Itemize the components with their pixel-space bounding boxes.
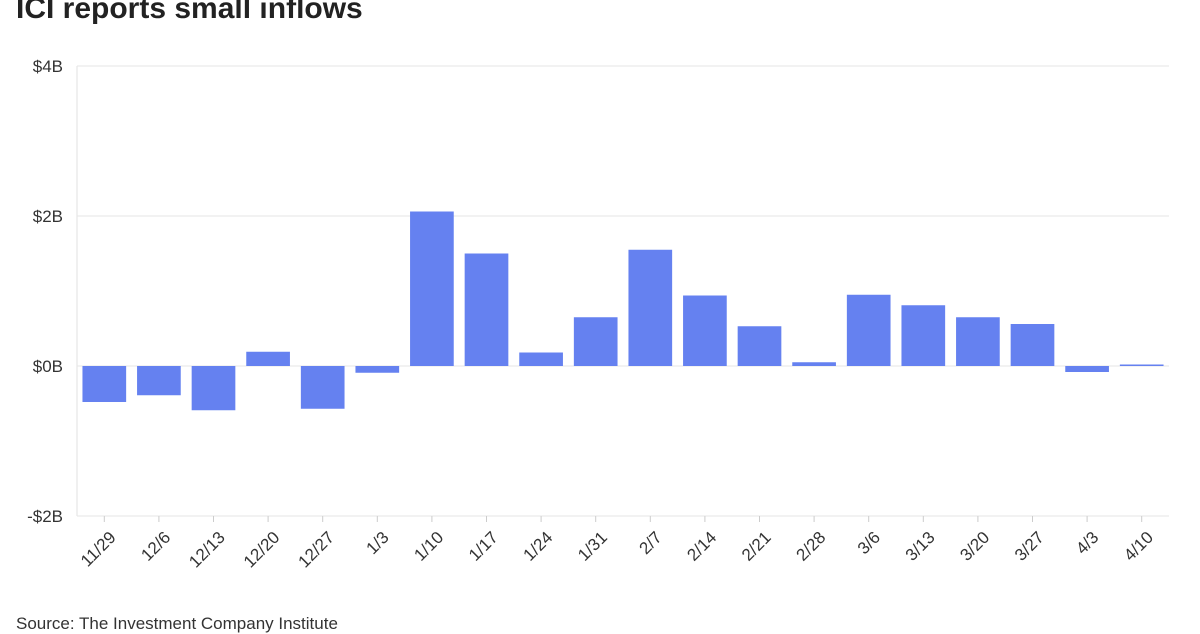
bar xyxy=(137,366,181,396)
bars xyxy=(82,211,1164,411)
bar xyxy=(191,366,236,411)
x-tick-label: 1/31 xyxy=(574,528,611,565)
chart-title: ICI reports small inflows xyxy=(16,0,363,25)
x-tick-label: 2/7 xyxy=(635,528,665,558)
y-tick-label: -$2B xyxy=(27,507,63,526)
bar xyxy=(846,294,891,366)
x-tick-label: 3/13 xyxy=(902,528,939,565)
x-tick-label: 11/29 xyxy=(77,528,120,571)
y-tick-label: $0B xyxy=(33,357,63,376)
bar xyxy=(683,295,727,366)
bar xyxy=(355,366,400,373)
x-axis-tick-labels: 11/29 12/6 12/13 12/20 12/27 1/3 1/10 1/17 1/24 1… xyxy=(77,516,1157,571)
x-tick-label: 4/3 xyxy=(1072,528,1102,558)
x-tick-label: 2/21 xyxy=(738,528,775,565)
bar xyxy=(300,366,345,409)
bar xyxy=(246,351,290,366)
bar xyxy=(573,317,618,366)
bar-chart: $4B $2B $0B -$2B 11/29 12/6 12/13 12/20 12/27 1/… xyxy=(27,57,1169,571)
bar xyxy=(901,305,946,366)
x-tick-label: 2/28 xyxy=(793,528,830,565)
y-axis-tick-labels: $4B $2B $0B -$2B xyxy=(27,57,63,526)
x-tick-label: 12/27 xyxy=(294,528,338,572)
x-tick-label: 12/20 xyxy=(240,528,284,572)
y-tick-label: $2B xyxy=(33,207,63,226)
x-tick-label: 3/6 xyxy=(854,528,884,558)
y-tick-label: $4B xyxy=(33,57,63,76)
bar xyxy=(464,253,509,366)
bar xyxy=(628,249,673,366)
bar xyxy=(1065,366,1109,372)
bar xyxy=(956,317,1000,366)
bar xyxy=(82,366,127,402)
x-tick-label: 1/24 xyxy=(520,528,557,565)
bar xyxy=(737,326,782,366)
bar xyxy=(1010,324,1055,366)
x-tick-label: 3/20 xyxy=(956,528,993,565)
bar xyxy=(792,362,836,366)
bar xyxy=(1119,364,1164,366)
x-tick-label: 2/14 xyxy=(683,528,720,565)
x-tick-label: 1/3 xyxy=(362,528,392,558)
x-tick-label: 12/6 xyxy=(137,528,174,565)
x-tick-label: 12/13 xyxy=(185,528,229,572)
x-tick-label: 4/10 xyxy=(1120,528,1157,565)
x-tick-label: 1/17 xyxy=(465,528,502,565)
x-tick-label: 3/27 xyxy=(1011,528,1048,565)
x-tick-label: 1/10 xyxy=(410,528,447,565)
source-note: Source: The Investment Company Institute xyxy=(16,614,338,633)
grid-lines xyxy=(76,65,1169,517)
bar xyxy=(519,352,563,366)
bar xyxy=(410,211,454,366)
